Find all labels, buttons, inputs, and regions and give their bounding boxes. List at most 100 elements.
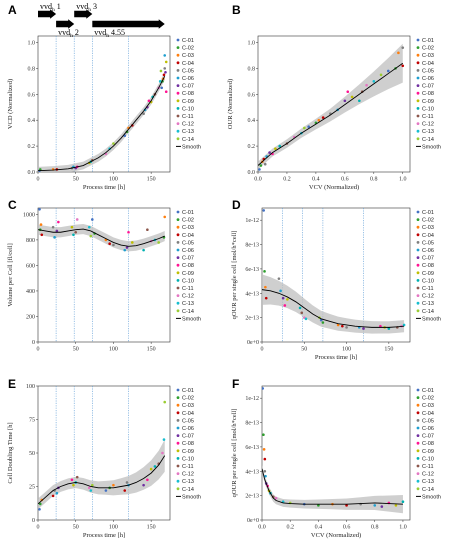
legend-entry: C-10 [422, 278, 434, 284]
plot-area [257, 35, 411, 173]
panel-letter: C [8, 198, 17, 212]
data-point [57, 220, 60, 224]
legend: C-01 C-02C-03 C-04C-05 C-06 C-07C-08 C-09C-10… [176, 210, 201, 322]
data-point [112, 483, 115, 487]
legend-swatch [176, 286, 180, 290]
legend-entry-smooth: Smooth [182, 494, 201, 500]
plot-content [38, 36, 168, 172]
feed-rate-arrow [74, 9, 93, 19]
data-point [147, 99, 151, 103]
legend-swatch [176, 210, 180, 214]
legend-entry: C-10 [182, 278, 194, 284]
y-axis-title: Cell Doubling Time [h] [7, 422, 14, 483]
legend-swatch [416, 84, 420, 87]
x-tick-label: 100 [109, 177, 118, 183]
legend-swatch [416, 137, 420, 141]
legend-swatch [416, 388, 420, 392]
x-tick-label: 0.4 [312, 177, 320, 183]
data-point [397, 51, 400, 55]
legend-swatch [416, 271, 420, 275]
x-axis-title: Process time [h] [83, 532, 125, 539]
x-axis-title: Process time [h] [83, 184, 125, 191]
panel-letter: D [232, 198, 241, 212]
legend-entry: C-03 [182, 53, 194, 59]
data-point [162, 208, 163, 209]
legend-swatch [176, 472, 180, 475]
smooth-line [38, 228, 165, 247]
y-axis-title: Volume per Cell [fl/cell] [7, 243, 14, 307]
legend-entry: C-02 [422, 218, 434, 224]
data-point [158, 80, 162, 83]
x-tick-label: 0.8 [370, 177, 378, 183]
legend-entry: C-06 [422, 248, 434, 254]
legend-entry: C-12 [182, 294, 194, 300]
data-point [87, 486, 91, 490]
data-point [149, 467, 153, 471]
legend-swatch [176, 464, 180, 468]
legend-swatch [176, 91, 180, 95]
legend-swatch [416, 487, 420, 491]
legend-swatch [176, 122, 180, 125]
legend-swatch [416, 479, 420, 483]
legend-entry: C-12 [422, 294, 434, 300]
legend-entry: C-13 [182, 301, 194, 307]
data-point [343, 99, 347, 103]
x-tick-label: 150 [147, 525, 156, 531]
plot-content [38, 208, 167, 342]
y-tick-label: 0.4 [248, 118, 256, 124]
legend-swatch [416, 69, 420, 72]
data-point [123, 489, 127, 492]
y-tick-label: 0.8 [28, 66, 36, 72]
data-point [372, 80, 376, 83]
data-point [38, 208, 41, 211]
x-tick-label: 0 [37, 525, 40, 531]
x-tick-label: 0 [37, 347, 40, 353]
y-tick-label: 0 [32, 340, 35, 346]
data-point [336, 323, 340, 327]
x-tick-label: 0.2 [286, 525, 294, 531]
legend-entry: C-05 [182, 240, 194, 246]
data-point [264, 285, 267, 289]
legend-swatch [416, 122, 420, 125]
data-point [387, 327, 391, 330]
legend-swatch [416, 218, 420, 222]
legend-swatch [176, 69, 180, 72]
data-point [162, 73, 166, 77]
legend-entry: C-13 [422, 301, 434, 307]
legend-entry: C-05 [422, 68, 434, 74]
legend-entry: C-07 [182, 256, 194, 262]
x-tick-label: 1.0 [399, 525, 407, 531]
y-tick-label: 1e-12 [245, 218, 259, 224]
legend-swatch [176, 241, 180, 244]
y-tick-label: 75 [29, 418, 35, 424]
legend-swatch [176, 301, 180, 305]
y-tick-label: 8e-13 [245, 421, 259, 427]
y-tick-label: 2e-13 [245, 316, 259, 322]
legend-swatch [416, 248, 420, 252]
data-point [163, 54, 167, 57]
confidence-band [262, 465, 403, 514]
data-point [51, 494, 55, 498]
legend-entry: C-08 [182, 91, 194, 97]
data-point [146, 478, 149, 482]
feed-rate-arrow [56, 19, 75, 29]
data-point [262, 387, 265, 390]
y-tick-label: 400 [26, 289, 35, 295]
legend-swatch [416, 241, 420, 244]
legend-swatch [176, 38, 180, 42]
legend-swatch [416, 91, 420, 95]
y-tick-label: 1.0 [28, 40, 36, 46]
data-point [380, 505, 384, 508]
legend-entry: C-14 [182, 137, 194, 143]
data-point [264, 296, 268, 300]
x-tick-label: 0 [261, 347, 264, 353]
legend-entry: C-13 [422, 479, 434, 485]
y-tick-label: 0.8 [248, 66, 256, 72]
legend-swatch [416, 449, 420, 453]
legend-entry: C-07 [182, 84, 194, 90]
legend-swatch [176, 271, 180, 275]
legend-swatch [176, 294, 180, 297]
data-point [379, 324, 382, 328]
legend: C-01 C-02C-03 C-04C-05 C-06 C-07C-08 C-09C-10… [416, 38, 441, 150]
